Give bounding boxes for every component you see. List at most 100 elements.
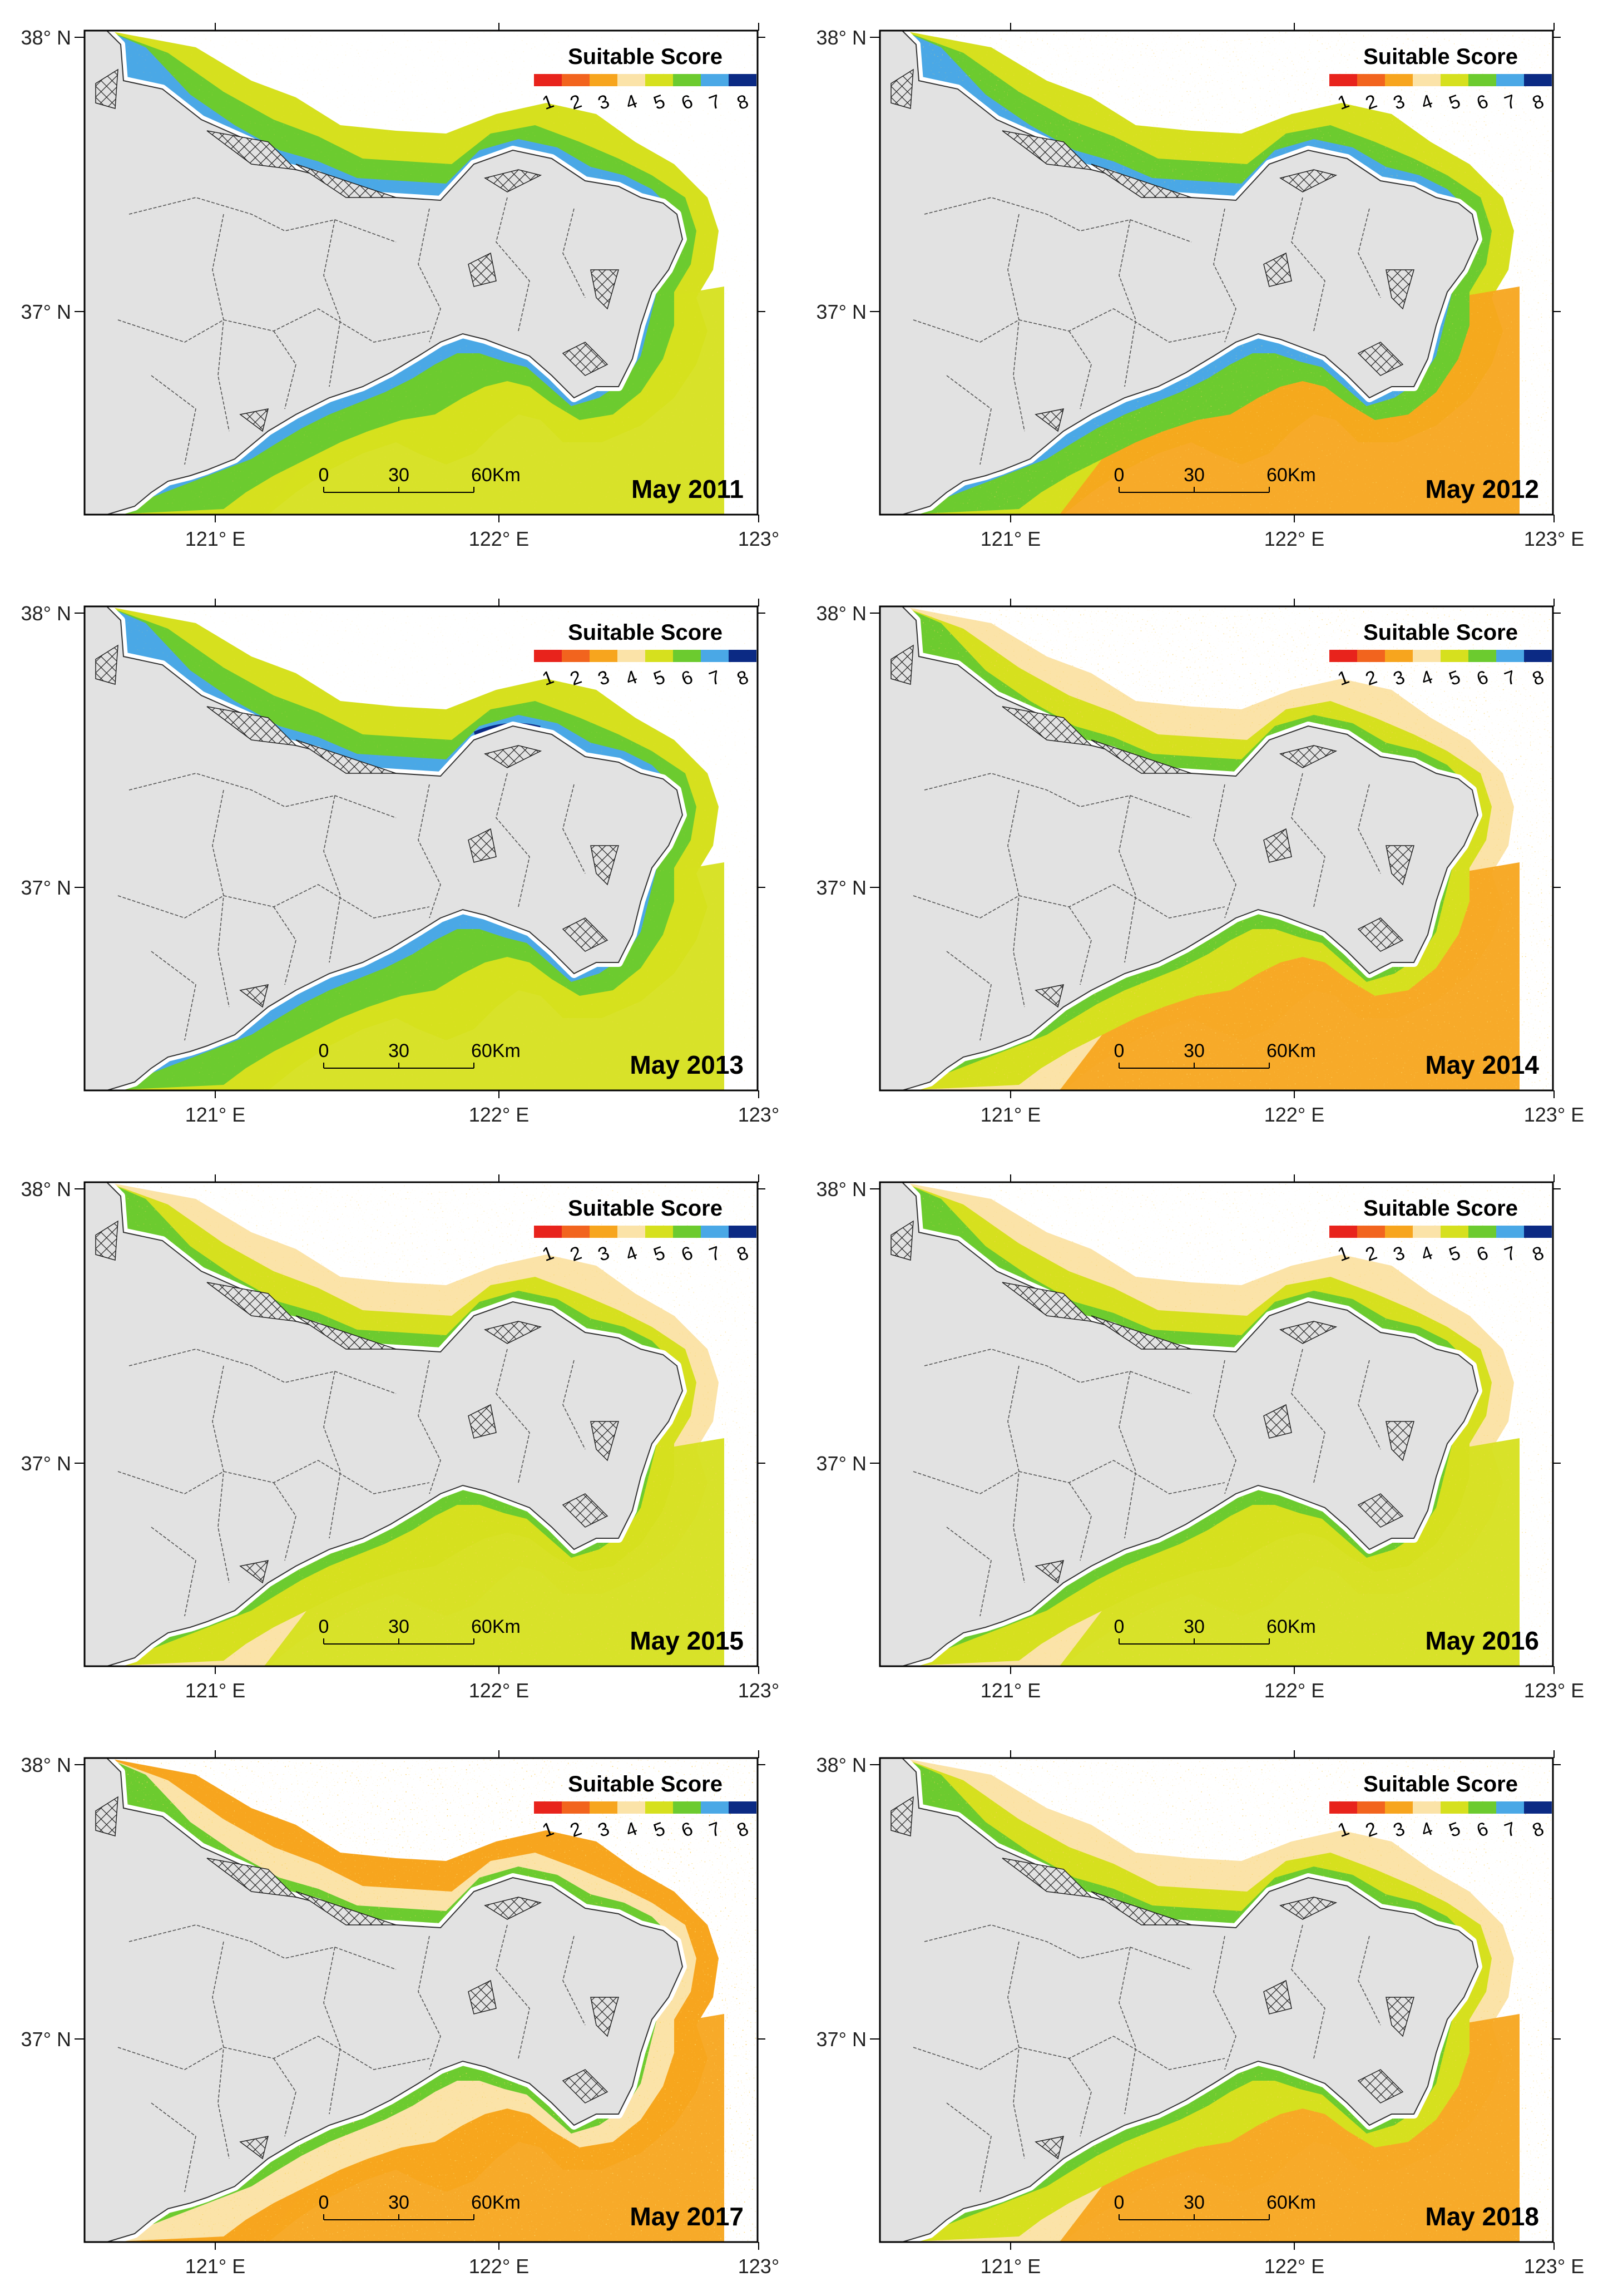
protected-area-hatch [1091,739,1192,774]
scale-label: 60Km [1266,2192,1316,2213]
protected-area-hatch [206,130,298,171]
lon-label: 122° E [1264,1679,1324,1702]
lon-label: 121° E [185,1679,245,1702]
county-boundary [496,1924,530,2059]
county-boundary [946,951,992,1041]
county-boundary [323,1371,341,1539]
protected-area-hatch [95,644,118,685]
scale-bar: 0 30 60Km [1114,1616,1316,1645]
lon-label: 121° E [981,1679,1041,1702]
legend-title: Suitable Score [568,45,723,69]
protected-area-hatch [1357,2069,1404,2104]
scale-bar: 0 30 60Km [319,2192,521,2220]
county-boundary [323,219,341,387]
protected-area-hatch [295,739,397,774]
legend-swatch-2 [562,1226,590,1238]
legend-swatch-3 [1385,1226,1413,1238]
protected-area-hatch [295,1315,397,1350]
legend-swatch-4 [1413,1226,1441,1238]
legend-swatch-4 [617,650,645,662]
legend-swatch-1 [1329,74,1357,86]
legend-swatch-1 [1329,1226,1357,1238]
lon-label: 122° E [469,1679,529,1702]
legend-swatch-1 [1329,650,1357,662]
scale-label: 60Km [471,465,521,486]
map-body [880,606,1553,1090]
scale-label: 0 [319,465,329,486]
legend-title: Suitable Score [568,1772,723,1796]
lat-label: 37° N [21,876,71,899]
scale-label: 30 [1184,465,1205,486]
protected-area-hatch [1279,1897,1338,1920]
lon-label: 122° E [469,1103,529,1126]
protected-area-hatch [1035,2136,1065,2160]
county-boundary [1068,330,1092,409]
legend-swatch-1 [534,1801,562,1814]
protected-area-hatch [468,252,497,287]
protected-area-hatch [1386,1997,1414,2037]
lat-label: 38° N [817,1754,867,1776]
county-boundary [1007,214,1025,432]
county-boundary [1119,1947,1136,2115]
protected-area-hatch [890,68,914,109]
lon-label: 123° E [1524,2255,1584,2278]
county-boundary [418,1360,441,1494]
lon-label: 123° E [1524,527,1584,550]
legend-swatch-3 [1385,74,1413,86]
protected-area-hatch [1263,828,1292,863]
legend-swatch-3 [590,74,617,86]
county-boundary [212,1365,230,1583]
protected-area-hatch [468,1979,497,2014]
county-boundary [128,1924,397,1970]
county-boundary [212,214,230,432]
county-boundary [1068,906,1092,985]
map-body [85,1182,758,1666]
scale-label: 60Km [1266,465,1316,486]
county-boundary [1007,1941,1025,2159]
protected-area-hatch [562,2069,608,2104]
scale-label: 60Km [471,1040,521,1061]
protected-area-hatch [890,1796,914,1836]
legend-swatch-6 [673,1226,701,1238]
panel-title: May 2016 [1425,1626,1539,1655]
legend-swatch-3 [590,650,617,662]
protected-area-hatch [239,2136,269,2160]
lat-label: 38° N [817,602,867,625]
lon-label: 123° [738,2255,779,2278]
protected-area-hatch [484,745,542,768]
protected-area-hatch [590,845,619,886]
protected-area-hatch [206,1858,298,1898]
county-boundary [418,784,441,919]
legend-swatch-6 [673,74,701,86]
protected-area-hatch [239,1560,269,1584]
legend-swatch-6 [1468,1226,1496,1238]
legend-title: Suitable Score [568,620,723,645]
county-boundary [1291,1349,1325,1483]
protected-area-hatch [1263,1979,1292,2014]
county-boundary [562,208,586,298]
county-boundary [1007,1365,1025,1583]
legend-swatch-5 [645,650,673,662]
map-frame [879,29,1554,516]
lon-label: 121° E [981,2255,1041,2278]
legend-swatch-5 [1441,74,1468,86]
protected-area-hatch [95,68,118,109]
legend-swatch-3 [1385,1801,1413,1814]
county-boundary [1358,208,1381,298]
county-boundary [924,197,1192,243]
protected-area-hatch [562,917,608,952]
scale-label: 30 [1184,1616,1205,1637]
lon-label: 123° E [1524,1679,1584,1702]
protected-area-hatch [1386,269,1414,310]
map-frame [83,29,759,516]
legend-swatch-7 [701,74,729,86]
legend-swatch-8 [729,1226,756,1238]
panel-title: May 2013 [630,1050,744,1079]
legend-swatch-1 [1329,1801,1357,1814]
legend-swatch-7 [701,1226,729,1238]
protected-area-hatch [1279,745,1338,768]
